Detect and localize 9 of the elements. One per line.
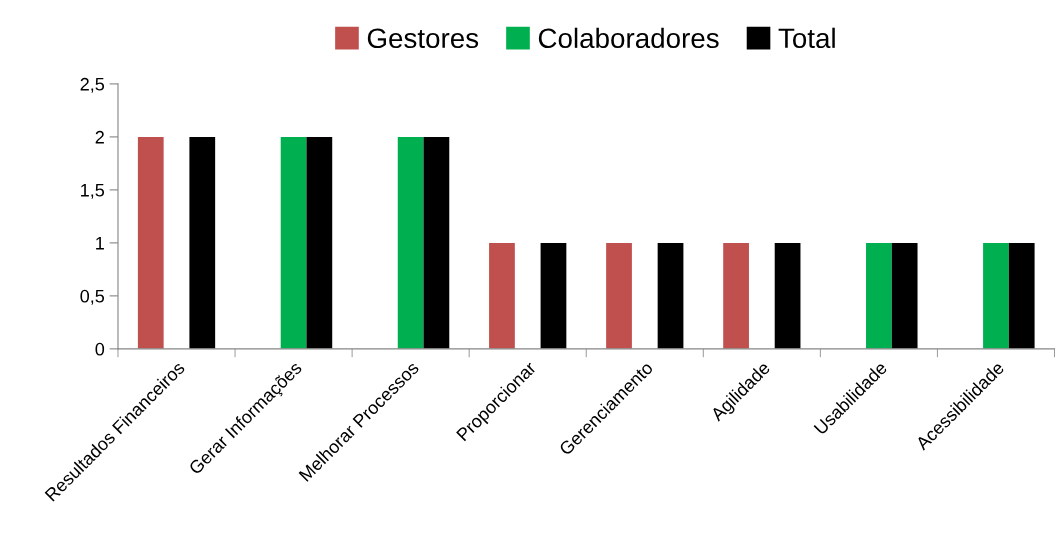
legend-label: Gestores [367,28,479,49]
y-tick-label: 0 [95,342,105,356]
y-tick-label: 1,5 [81,184,105,199]
y-tick-label: 0,5 [80,289,105,305]
y-tick-label: 2,5 [80,77,105,93]
y-tick-label: 2 [95,130,104,144]
y-tick-label: 1 [96,237,104,250]
legend-label: Colaboradores [538,27,719,49]
legend-label: Total [778,27,835,49]
